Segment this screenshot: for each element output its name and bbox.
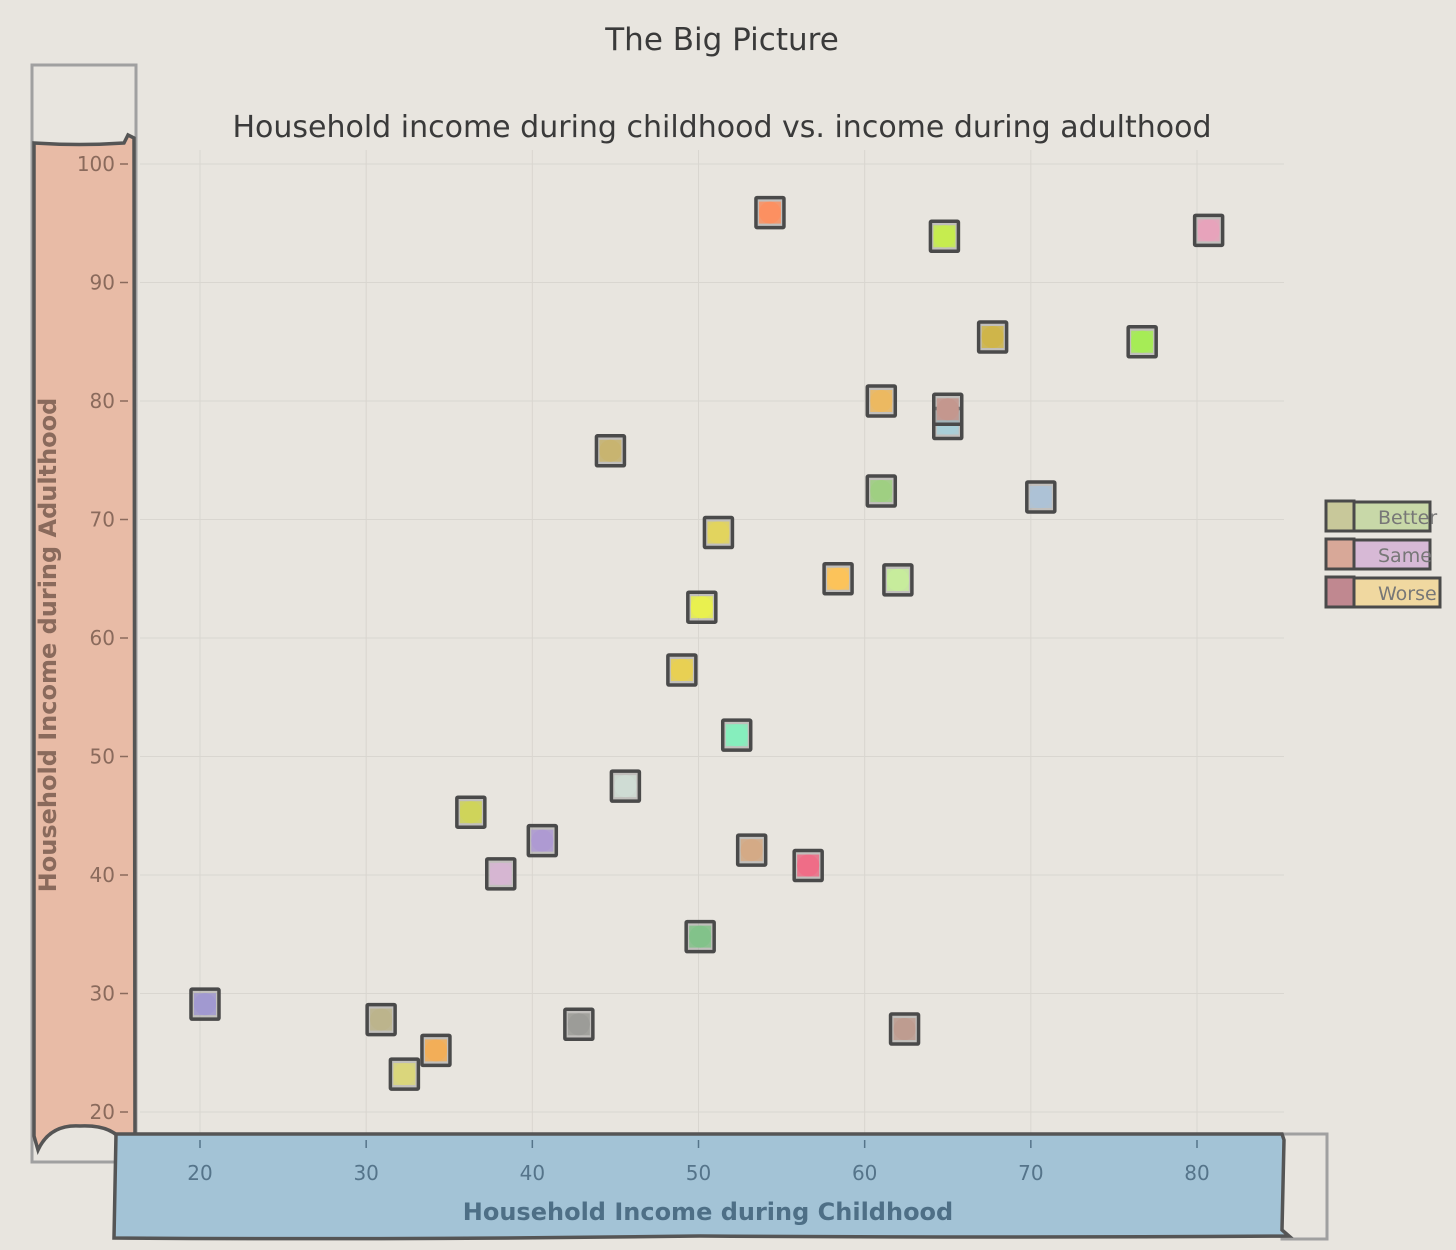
point-fill [567,1013,590,1036]
data-point [485,857,517,891]
legend-marker [1324,537,1356,571]
x-tick-label: 50 [686,1161,711,1185]
point-fill [758,201,781,224]
legend-marker [1324,499,1356,533]
x-tick-label: 30 [353,1161,378,1185]
point-fill [870,480,893,503]
point-fill [689,925,712,948]
point-fill [933,225,956,248]
data-point [792,848,824,883]
data-point [563,1007,595,1042]
data-point [865,384,898,418]
x-tick-label: 70 [1018,1161,1043,1185]
y-tick-label: 50 [90,745,115,769]
point-fill [797,854,820,877]
point-fill [827,567,850,590]
point-fill [725,724,748,747]
point-fill [370,1008,393,1031]
y-axis-label: Household Income during Adulthood [34,398,62,893]
data-point [388,1057,421,1091]
data-point [455,795,487,829]
point-fill [690,596,713,619]
point-fill [599,439,622,462]
data-point [882,563,914,597]
data-point [976,320,1009,354]
x-tick-label: 40 [520,1161,545,1185]
data-point [420,1033,452,1068]
data-point [720,718,753,752]
point-fill [1197,219,1220,242]
legend-label: Better [1378,507,1437,529]
data-point [526,823,559,858]
point-fill [614,775,637,798]
y-tick-label: 30 [90,982,115,1006]
data-point [1126,325,1158,359]
point-fill [1131,330,1154,353]
point-fill [981,326,1004,349]
legend-item-worse: Worse [1324,575,1442,609]
data-point [888,1012,921,1046]
legend-item-same: Same [1324,537,1432,571]
legend-swatch-bar [1350,576,1442,609]
data-point [865,474,898,508]
legend-label: Same [1378,545,1432,567]
data-point [609,769,642,803]
point-fill [489,862,512,885]
point-fill [424,1039,447,1062]
point-fill [459,801,482,824]
legend-swatch-bar [1350,500,1432,533]
point-fill [393,1063,416,1086]
gridlines [140,150,1284,1134]
point-fill [531,829,554,852]
x-tick-label: 60 [852,1161,877,1185]
data-point [754,195,786,230]
data-point [822,562,854,596]
data-point [928,219,961,254]
point-fill [886,568,909,591]
x-axis-frame-right [1280,1132,1329,1241]
y-axis-ticks: 20 30 40 50 60 70 80 90 100 [77,152,128,1124]
chart-subtitle: Household income during childhood vs. in… [232,110,1211,145]
point-fill [707,521,730,544]
data-point [189,987,221,1021]
data-point [932,392,964,427]
point-fill [1029,485,1052,508]
y-tick-label: 70 [90,508,115,532]
y-tick-label: 100 [77,152,115,176]
x-axis-ticks: 20 30 40 50 60 70 80 [187,1140,1210,1185]
data-point [666,653,698,687]
x-axis-panel [112,1132,1294,1241]
data-point [365,1002,397,1037]
data-point [1192,213,1225,248]
y-tick-label: 90 [90,271,115,295]
point-fill [670,658,693,681]
legend-marker [1324,575,1356,609]
x-tick-label: 20 [187,1161,212,1185]
data-point [686,590,718,624]
data-point [702,515,735,550]
legend-item-better: Better [1324,499,1437,533]
y-tick-label: 60 [90,626,115,650]
legend-label: Worse [1378,583,1437,605]
legend: Better Same Worse [1324,499,1442,609]
data-point [594,434,627,468]
x-tick-label: 80 [1184,1161,1209,1185]
data-point [1025,480,1057,514]
y-tick-label: 80 [90,389,115,413]
point-fill [740,839,763,862]
point-fill [193,993,216,1016]
chart-title: The Big Picture [604,22,839,58]
point-fill [870,390,893,412]
data-points [189,195,1225,1091]
x-axis-label: Household Income during Childhood [463,1198,953,1226]
data-point [735,833,768,867]
point-fill [893,1018,916,1041]
data-point [684,919,716,954]
y-tick-label: 40 [90,863,115,887]
y-tick-label: 20 [90,1100,115,1124]
point-fill [936,398,959,421]
